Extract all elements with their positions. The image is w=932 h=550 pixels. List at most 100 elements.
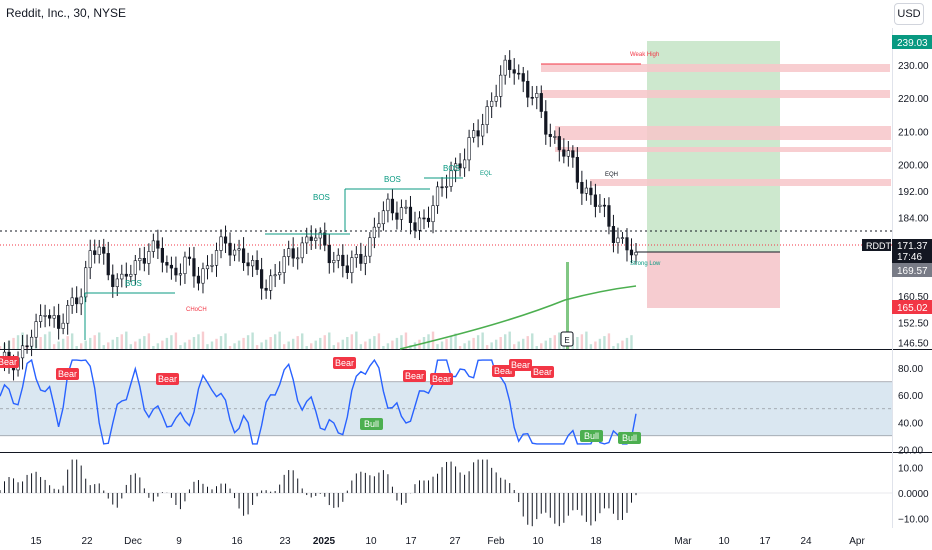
time-tick-label: Mar (674, 536, 692, 547)
supply-zone (541, 64, 890, 72)
last-price-countdown: 17:46 (897, 252, 922, 263)
volume-bar (70, 333, 74, 349)
supply-zone (541, 90, 890, 98)
candle-body (607, 205, 611, 227)
candle-body (503, 59, 507, 76)
volume-bar (287, 341, 290, 349)
volume-bar (436, 344, 439, 349)
volume-bar (161, 340, 164, 349)
price-tick-label: 192.00 (898, 187, 929, 198)
candle-body (521, 73, 525, 82)
candle-body (260, 269, 264, 289)
time-tick-label: 27 (449, 536, 461, 547)
volume-bar (386, 343, 390, 349)
candle-body (318, 232, 322, 239)
volume-bar (467, 340, 471, 349)
bull-signal (618, 432, 641, 444)
volume-bar (16, 335, 20, 349)
volume-bar (576, 337, 579, 349)
candle-body (444, 186, 449, 188)
volume-bar (319, 337, 322, 349)
candle-body (476, 130, 480, 137)
candle-body (377, 223, 381, 228)
time-tick-label: Apr (849, 536, 865, 547)
volume-bar (472, 337, 475, 349)
bull-signal (580, 430, 603, 442)
time-tick-label: 10 (718, 536, 730, 547)
candle-body (305, 236, 309, 244)
bear-signal-label: Bear (533, 367, 552, 377)
bull-signal-label: Bull (364, 419, 379, 429)
time-tick-label: 18 (590, 536, 602, 547)
candle-body (97, 246, 101, 255)
price-tick-label: 220.00 (898, 94, 929, 105)
candle-body (187, 256, 192, 259)
candle-body (174, 267, 178, 276)
volume-bar (373, 336, 376, 349)
volume-bar (395, 337, 399, 349)
volume-bar (513, 344, 516, 349)
candle-body (196, 275, 201, 284)
volume-bar (93, 335, 96, 349)
volume-bar (337, 342, 340, 349)
volume-bar (503, 334, 507, 349)
volume-bar (598, 338, 602, 349)
bos-label: BOS (443, 164, 460, 173)
supply-zone (555, 147, 891, 152)
volume-bar (125, 331, 128, 349)
volume-bar (39, 337, 42, 349)
bear-signal (403, 370, 426, 382)
histogram-tick-label: 10.00 (898, 463, 923, 474)
candle-body (79, 296, 83, 305)
candle-body (106, 253, 110, 276)
volume-bar (89, 337, 92, 349)
bear-signal (333, 357, 356, 369)
candle-body (580, 182, 584, 194)
volume-bar (549, 337, 552, 349)
volume-bar (531, 333, 534, 349)
candle-body (314, 237, 318, 241)
volume-bar (494, 339, 498, 349)
bear-signal-label: Bear (432, 374, 451, 384)
candle-body (93, 250, 97, 255)
candle-body (309, 236, 313, 241)
candle-body (273, 274, 277, 277)
volume-bar (233, 343, 236, 349)
candle-body (566, 150, 570, 157)
candle-body (192, 258, 196, 277)
volume-bar (246, 335, 250, 349)
volume-bar (138, 338, 142, 349)
candle-body (84, 267, 88, 298)
candle-body (223, 236, 228, 244)
candle-body (34, 321, 38, 338)
moving-average-line (399, 285, 637, 350)
volume-bar (165, 337, 169, 349)
candle-body (629, 249, 634, 256)
candle-body (381, 210, 386, 225)
volume-bar (558, 332, 561, 349)
stop-loss-zone (647, 252, 780, 308)
volume-bar (454, 333, 457, 349)
time-tick-label: 9 (176, 536, 182, 547)
candle-body (75, 297, 79, 305)
volume-bar (174, 332, 178, 349)
candle-body (372, 226, 376, 239)
candle-body (602, 204, 607, 207)
candle-body (291, 248, 295, 259)
volume-bar (445, 338, 448, 349)
candle-body (183, 256, 187, 274)
candle-body (611, 226, 616, 243)
volume-bar (75, 346, 78, 349)
volume-bar (490, 342, 493, 349)
time-tick-label: 22 (81, 536, 93, 547)
candle-body (413, 222, 417, 231)
take-profit-zone (647, 41, 780, 252)
currency-button[interactable]: USD (894, 3, 924, 25)
volume-bar (134, 341, 137, 349)
candle-body (472, 130, 476, 138)
candle-body (453, 163, 458, 172)
price-label-top: 239.03 (897, 38, 928, 49)
volume-bar (66, 336, 69, 349)
volume-bar (111, 339, 114, 349)
